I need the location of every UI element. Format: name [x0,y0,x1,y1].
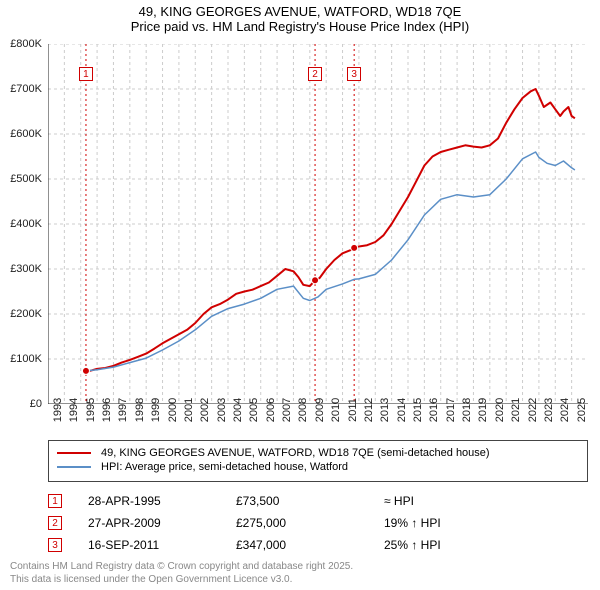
x-tick-label: 2016 [428,398,440,422]
title-line-2: Price paid vs. HM Land Registry's House … [0,19,600,34]
x-tick-label: 2017 [445,398,457,422]
sale-row-marker: 1 [48,494,62,508]
x-tick-label: 2014 [396,398,408,422]
x-tick-label: 1995 [85,398,97,422]
y-tick-label: £400K [10,218,42,230]
sale-row-marker: 2 [48,516,62,530]
sale-delta: ≈ HPI [384,494,524,508]
y-tick-label: £800K [10,38,42,50]
sale-row: 2 27-APR-2009 £275,000 19% ↑ HPI [48,512,588,534]
legend-label: 49, KING GEORGES AVENUE, WATFORD, WD18 7… [101,447,490,459]
x-tick-label: 2022 [527,398,539,422]
x-tick-label: 2012 [363,398,375,422]
legend-box: 49, KING GEORGES AVENUE, WATFORD, WD18 7… [48,440,588,482]
x-tick-label: 1997 [117,398,129,422]
legend-label: HPI: Average price, semi-detached house,… [101,461,348,473]
x-tick-label: 2004 [232,398,244,422]
sale-marker-2: 2 [308,67,322,81]
chart-svg [48,44,588,404]
legend-swatch [57,466,91,468]
x-tick-label: 2006 [265,398,277,422]
x-tick-label: 2025 [576,398,588,422]
sale-price: £347,000 [236,538,376,552]
sale-price: £73,500 [236,494,376,508]
sale-row-marker: 3 [48,538,62,552]
sale-marker-3: 3 [347,67,361,81]
x-tick-label: 2015 [412,398,424,422]
x-tick-label: 2005 [248,398,260,422]
x-tick-label: 2002 [199,398,211,422]
sale-marker-1: 1 [79,67,93,81]
y-tick-label: £200K [10,308,42,320]
legend-item: 49, KING GEORGES AVENUE, WATFORD, WD18 7… [57,447,579,459]
x-tick-label: 1999 [150,398,162,422]
sale-delta: 19% ↑ HPI [384,516,524,530]
sale-row: 1 28-APR-1995 £73,500 ≈ HPI [48,490,588,512]
y-tick-label: £0 [30,398,42,410]
y-tick-label: £100K [10,353,42,365]
legend-swatch [57,452,91,454]
x-tick-label: 2023 [543,398,555,422]
sale-row: 3 16-SEP-2011 £347,000 25% ↑ HPI [48,534,588,556]
chart-area: £0£100K£200K£300K£400K£500K£600K£700K£80… [48,44,588,404]
x-tick-label: 2000 [167,398,179,422]
x-tick-label: 2024 [559,398,571,422]
x-tick-label: 1996 [101,398,113,422]
x-tick-label: 1998 [134,398,146,422]
x-tick-label: 2019 [477,398,489,422]
x-tick-label: 2013 [379,398,391,422]
x-tick-label: 2011 [347,398,359,422]
y-tick-label: £300K [10,263,42,275]
x-tick-label: 2007 [281,398,293,422]
x-tick-label: 2003 [216,398,228,422]
footer-line-2: This data is licensed under the Open Gov… [10,573,353,586]
y-tick-label: £500K [10,173,42,185]
y-tick-label: £700K [10,83,42,95]
legend-item: HPI: Average price, semi-detached house,… [57,461,579,473]
footer-line-1: Contains HM Land Registry data © Crown c… [10,560,353,573]
sale-delta: 25% ↑ HPI [384,538,524,552]
x-tick-label: 2009 [314,398,326,422]
x-tick-label: 2021 [510,398,522,422]
x-tick-label: 2010 [330,398,342,422]
sale-date: 16-SEP-2011 [88,538,228,552]
x-tick-label: 2008 [297,398,309,422]
x-tick-label: 1993 [52,398,64,422]
sale-date: 27-APR-2009 [88,516,228,530]
x-tick-label: 1994 [68,398,80,422]
x-tick-label: 2018 [461,398,473,422]
title-line-1: 49, KING GEORGES AVENUE, WATFORD, WD18 7… [0,4,600,19]
x-tick-label: 2020 [494,398,506,422]
y-tick-label: £600K [10,128,42,140]
chart-title-block: 49, KING GEORGES AVENUE, WATFORD, WD18 7… [0,0,600,34]
sale-date: 28-APR-1995 [88,494,228,508]
sale-price: £275,000 [236,516,376,530]
sales-table: 1 28-APR-1995 £73,500 ≈ HPI 2 27-APR-2009 £275… [48,490,588,556]
footer-attribution: Contains HM Land Registry data © Crown c… [10,560,353,586]
x-tick-label: 2001 [183,398,195,422]
